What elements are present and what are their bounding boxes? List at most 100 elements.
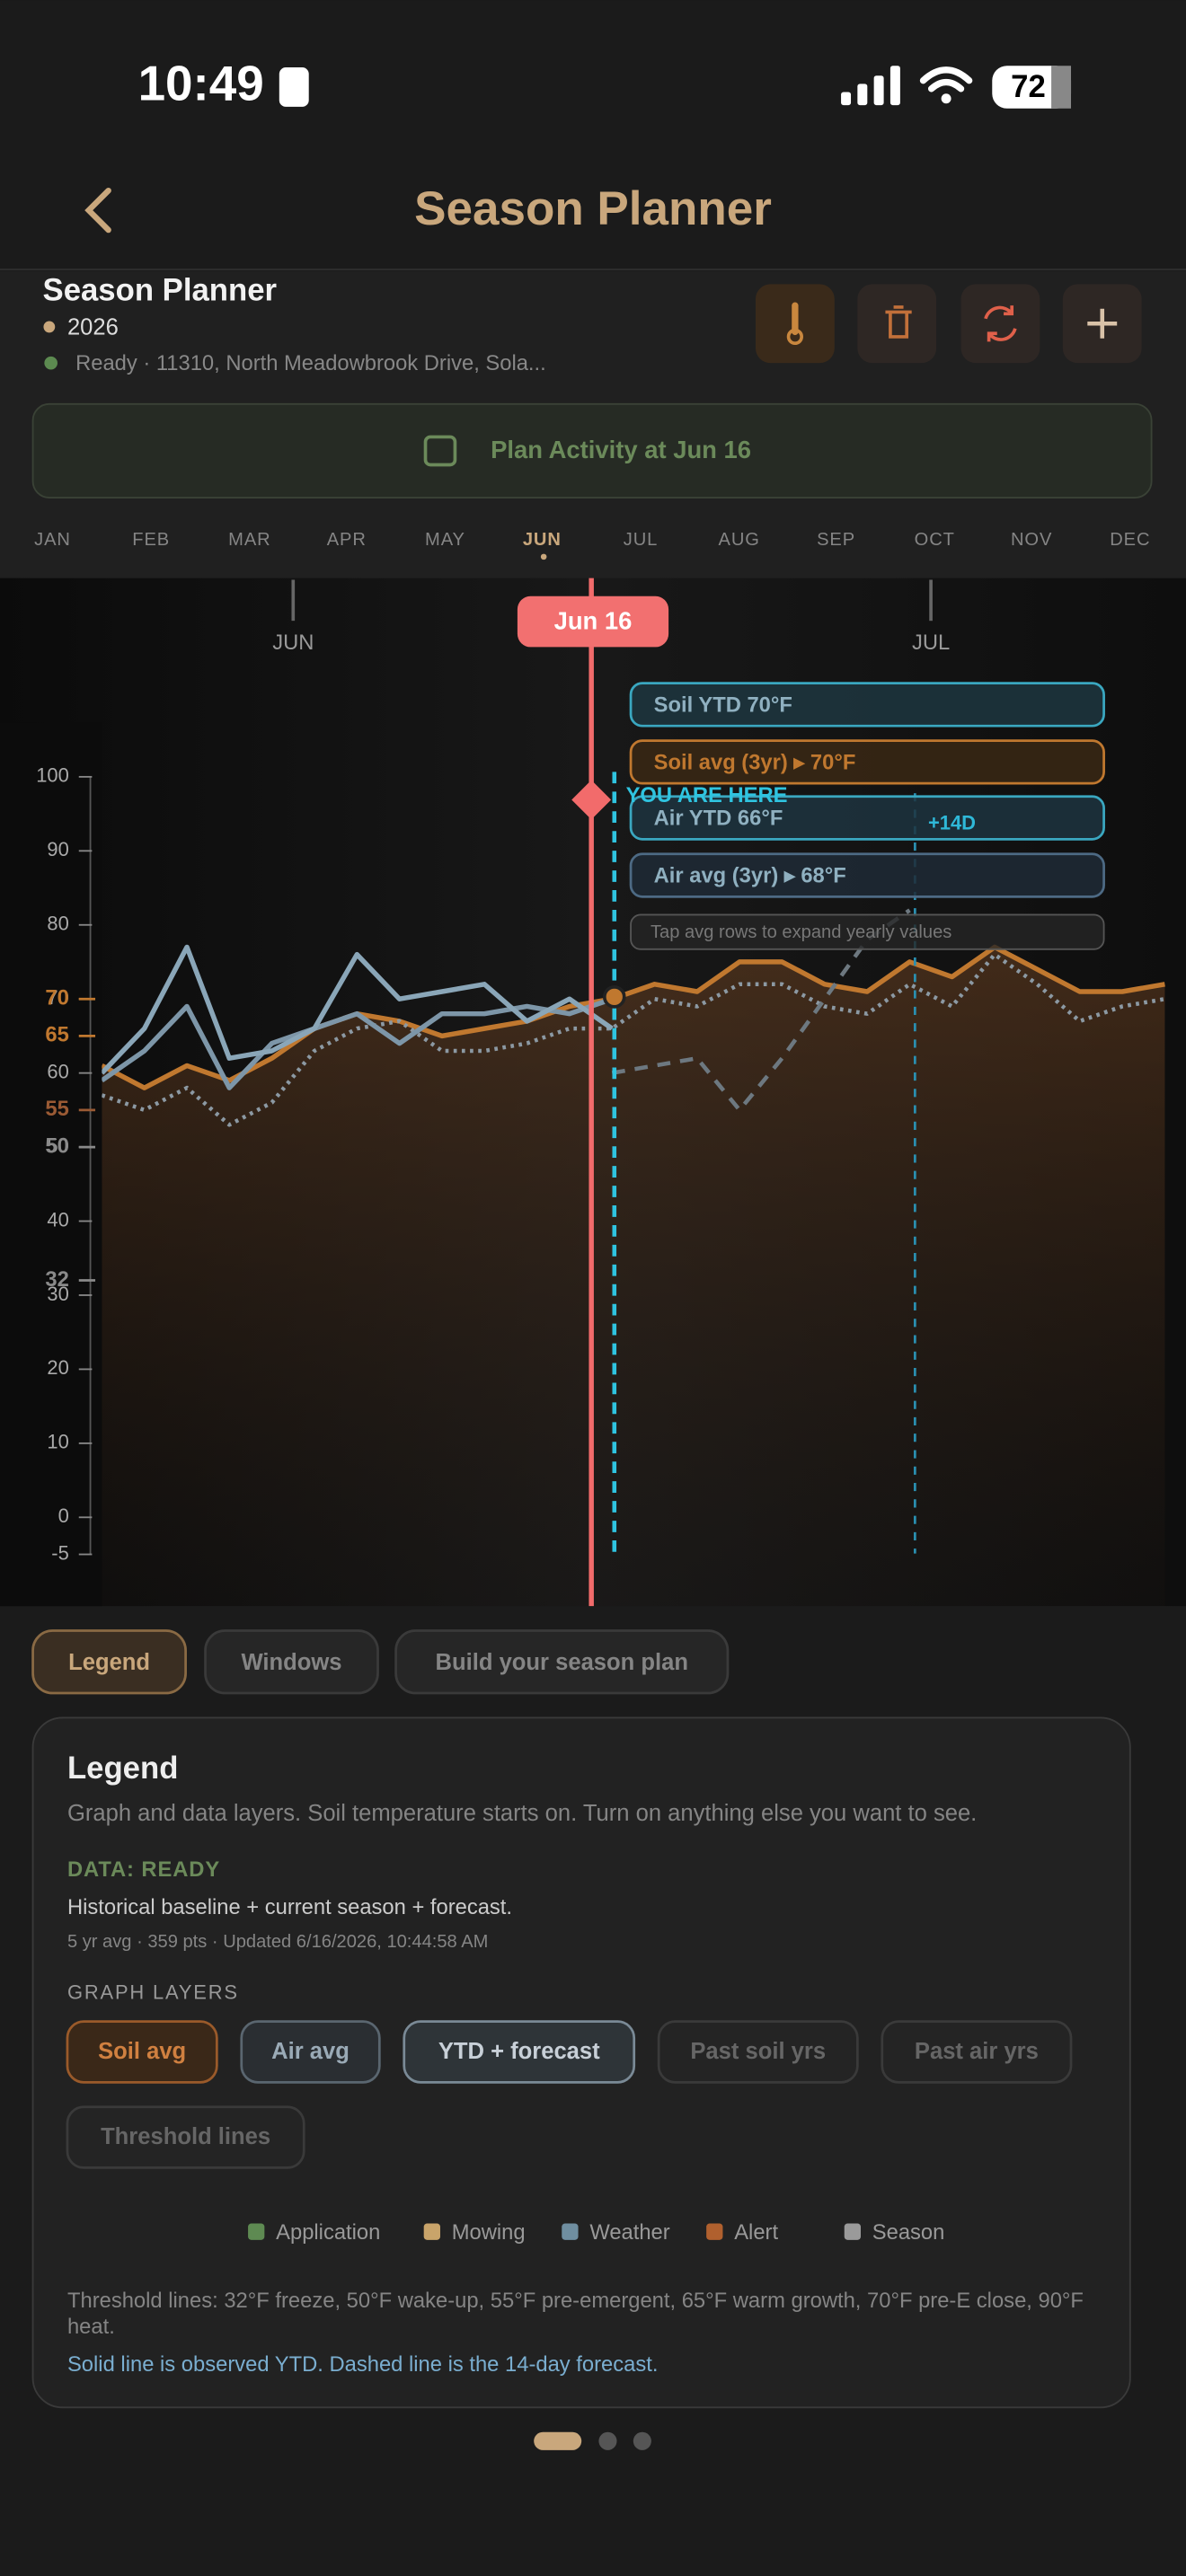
card-title: Legend [67,1751,178,1786]
key-label: Season [872,2220,945,2245]
page-dot-active[interactable] [534,2431,582,2450]
tab[interactable] [204,1629,379,1695]
key-label: Weather [589,2220,669,2245]
key-swatch [562,2223,579,2240]
card-description: Graph and data layers. Soil temperature … [67,1801,977,1826]
layer-chip[interactable] [240,2020,381,2084]
legend-row[interactable] [629,795,1105,841]
layer-chip[interactable] [66,2105,305,2169]
layer-chip[interactable] [66,2020,218,2084]
plus-icon [1087,308,1118,339]
y-tick-label: 80 [47,913,68,935]
y-tick-label: 70 [47,986,68,1009]
data-meta: 5 yr avg · 359 pts · Updated 6/16/2026, … [67,1932,488,1952]
month-tab[interactable]: JAN [34,530,71,550]
nav-title: Season Planner [414,182,772,235]
page-dot[interactable] [598,2431,617,2450]
month-tab[interactable]: JUL [624,530,659,550]
wifi-dot [941,93,951,104]
layer-chip[interactable] [403,2020,636,2084]
y-tick-label: 30 [47,1283,68,1305]
layer-chip-label: YTD + forecast [438,2039,600,2064]
legend-row-label: Soil avg (3yr) ▸ 70°F [654,751,856,775]
tab-label: Windows [241,1650,341,1675]
plan-button-label: Plan Activity at Jun 16 [491,436,751,463]
x-tick-label: JUL [912,631,950,655]
plot [102,908,1165,1607]
today-point [602,985,626,1009]
legend-row-label: Air avg (3yr) ▸ 68°F [654,864,846,888]
key-label: Mowing [452,2220,526,2245]
y-tick-label: 60 [47,1060,68,1082]
month-tab[interactable]: DEC [1110,530,1150,550]
key-swatch [248,2223,265,2240]
month-tab[interactable]: FEB [132,530,170,550]
year-dot [43,321,56,333]
battery-empty [1051,66,1072,109]
area [102,947,1165,1607]
layer-chip-label: Air avg [271,2039,350,2064]
signal-icon [841,66,900,106]
layer-chip[interactable] [881,2020,1073,2084]
month-tab[interactable]: OCT [915,530,955,550]
layer-chip-label: Threshold lines [101,2124,270,2149]
id-icon [279,67,309,107]
selection-diamond [571,780,612,820]
y-tick-label: 10 [47,1431,68,1453]
tab-label: Build your season plan [436,1650,688,1675]
status-dot [44,356,58,370]
line-note: Solid line is observed YTD. Dashed line … [66,2351,659,2377]
y-tick-label: -5 [51,1541,69,1564]
delete-button[interactable] [857,284,937,364]
header-title: Season Planner [43,274,278,308]
page-dot[interactable] [633,2431,651,2450]
hint: Tap avg rows to expand yearly values [651,922,951,942]
plan-button[interactable] [31,402,1153,498]
forecast-label: +14D [928,812,976,834]
month-tab[interactable]: NOV [1011,530,1052,550]
month-tab[interactable]: SEP [817,530,855,550]
note-wrap: Solid line is observed YTD. Dashed line … [66,2351,659,2377]
month-tab[interactable]: APR [327,530,367,550]
legend-row[interactable] [629,852,1105,898]
refresh-button[interactable] [960,284,1040,364]
threshold-label: 50 [45,1134,68,1158]
month-tab[interactable]: MAR [228,530,270,550]
legend-row[interactable] [629,739,1105,785]
layer-chip-label: Past air yrs [915,2039,1039,2064]
key-label: Alert [734,2220,778,2245]
month-tab[interactable]: MAY [425,530,465,550]
layers-title: GRAPH LAYERS [67,1981,239,2003]
wifi-icon [919,66,973,93]
legend-row-label: Soil YTD 70°F [654,693,792,718]
y-tick-label: 50 [47,1134,68,1157]
key-label: Application [276,2220,380,2245]
tab[interactable] [31,1629,187,1695]
temp-icon-bulb [786,328,804,346]
y-tick-label: 20 [47,1356,68,1379]
tab[interactable] [394,1629,730,1695]
key-swatch [844,2223,862,2240]
you-are-here: YOU ARE HERE [626,783,788,807]
layer-chip-label: Soil avg [98,2039,186,2064]
y-tick-label: 100 [36,764,69,787]
layer-chip-label: Past soil yrs [690,2039,826,2064]
layer-chip[interactable] [657,2020,859,2084]
key-swatch [706,2223,723,2240]
hint-row [630,913,1105,950]
legend-row-label: Air YTD 66°F [654,807,783,831]
y-tick-label: 40 [47,1208,68,1231]
month-tab[interactable]: JUN [523,530,562,550]
month-tab[interactable]: AUG [719,530,760,550]
legend-row[interactable] [629,682,1105,728]
y-tick-label: 0 [58,1504,69,1527]
threshold-label: 55 [45,1097,68,1121]
selection-label: Jun 16 [554,606,633,634]
back-button[interactable] [84,187,111,234]
threshold-label: 65 [45,1023,68,1047]
clock: 10:49 [138,55,264,110]
key-swatch [423,2223,440,2240]
line [102,944,614,1075]
